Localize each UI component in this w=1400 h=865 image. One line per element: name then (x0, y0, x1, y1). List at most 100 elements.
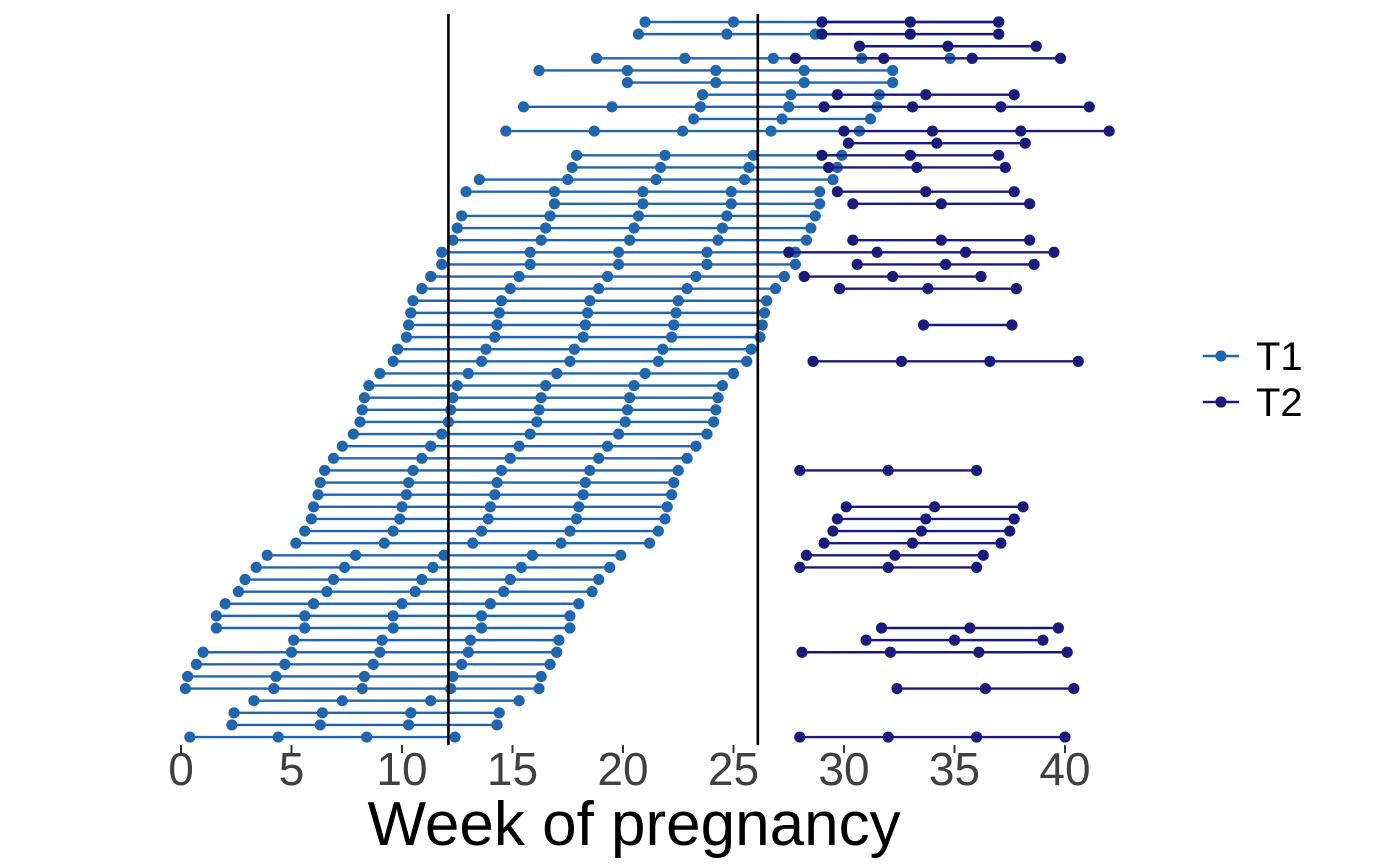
series-t1-point (531, 416, 543, 428)
series-t2 (783, 16, 1115, 743)
series-t1-point (394, 513, 406, 525)
series-t1-point (338, 561, 351, 574)
series-t1-point (462, 367, 474, 380)
series-t2-point (882, 731, 894, 743)
series-t2-point (800, 549, 813, 561)
series-t1-point (438, 549, 450, 561)
legend-key-point-t1 (1215, 350, 1227, 362)
series-t1-point (179, 683, 192, 695)
series-t1-point (612, 246, 625, 258)
series-t1-point (809, 210, 821, 222)
series-t1-point (336, 695, 348, 707)
series-t2-point (889, 549, 901, 561)
series-t1-point (425, 440, 437, 452)
series-t1-point (464, 634, 477, 646)
series-t1-point (407, 464, 419, 477)
series-t1-point (456, 210, 468, 222)
series-t2-point (887, 270, 899, 283)
series-t1-point (553, 634, 565, 646)
series-t2-point (935, 198, 947, 210)
series-t1-point (498, 586, 510, 598)
series-t2-point (971, 561, 983, 574)
series-t1-point (690, 440, 702, 452)
series-t1-point (573, 501, 585, 513)
series-t2-point (984, 355, 996, 367)
series-t1-point (659, 513, 671, 525)
series-t2-point (904, 16, 916, 28)
series-t1-point (533, 64, 545, 77)
series-t1-point (504, 573, 516, 586)
series-t1-point (504, 283, 516, 295)
series-t1-point (624, 392, 636, 404)
series-t1-point (668, 476, 680, 489)
series-t1-point (666, 489, 678, 501)
series-t2-point (822, 161, 835, 174)
series-t2-point (891, 683, 903, 695)
series-t1-point (535, 234, 547, 246)
series-t2-point (906, 101, 919, 113)
series-t1-point (299, 622, 311, 634)
series-t1-point (288, 634, 300, 646)
series-t2-point (1024, 198, 1036, 210)
series-t1-point (701, 258, 713, 270)
series-t2-point (783, 246, 795, 258)
series-t2-point (878, 52, 890, 64)
series-t2-point (948, 634, 961, 646)
series-t1-point (555, 537, 567, 549)
series-t1-point (785, 89, 797, 101)
series-t2-point (789, 52, 801, 64)
series-t1-point (250, 561, 262, 574)
series-t1-point (374, 367, 386, 380)
series-t1-point (391, 343, 404, 355)
series-t2-point (1004, 525, 1016, 537)
series-t2-point (882, 464, 894, 477)
legend-label-t1: T1 (1256, 335, 1303, 379)
series-t1-point (524, 258, 536, 270)
series-t1-point (601, 440, 614, 452)
series-t1-point (378, 537, 390, 549)
series-t1-point (681, 283, 693, 295)
series-t2-point (1010, 283, 1022, 295)
series-t2-point (847, 198, 859, 210)
series-t1-point (639, 16, 651, 28)
series-t1-point (716, 380, 729, 392)
series-t1-point (400, 331, 413, 343)
series-t1-point (239, 573, 251, 586)
series-t1-point (727, 16, 740, 28)
series-t1-point (184, 731, 196, 743)
series-t2-point (942, 40, 954, 52)
series-t2-point (794, 464, 806, 477)
series-t2-point (993, 28, 1005, 40)
series-t1-point (524, 246, 536, 258)
series-t1-point (745, 343, 757, 355)
series-t2-point (993, 16, 1005, 28)
series-t1-point (314, 476, 326, 489)
series-t1-point (864, 113, 877, 125)
series-t1-point (451, 222, 463, 234)
series-t1-point (504, 452, 516, 464)
series-t1-point (495, 464, 508, 477)
series-t1-point (374, 646, 386, 658)
series-t1-point (805, 222, 817, 234)
series-t1-point (769, 283, 782, 295)
series-t2-point (999, 161, 1011, 174)
series-t1-point (387, 355, 399, 367)
series-t1-point (484, 501, 496, 513)
series-t1-point (747, 149, 759, 161)
x-tick-label: 20 (597, 743, 648, 795)
series-t1-point (621, 64, 634, 77)
series-t1-point (690, 270, 702, 283)
series-t1-point (548, 186, 561, 198)
series-t1-point (210, 622, 222, 634)
series-t2-point (818, 101, 830, 113)
series-t2-point (1006, 319, 1018, 331)
series-t1-point (451, 380, 463, 392)
series-t2-point (796, 646, 808, 658)
series-t2-point (995, 101, 1007, 113)
series-t2-point (922, 283, 934, 295)
series-t2-point (906, 537, 919, 549)
series-t1-point (489, 331, 501, 343)
series-t1-point (226, 719, 238, 731)
series-t1-point (681, 452, 693, 464)
series-t2-point (993, 149, 1005, 161)
